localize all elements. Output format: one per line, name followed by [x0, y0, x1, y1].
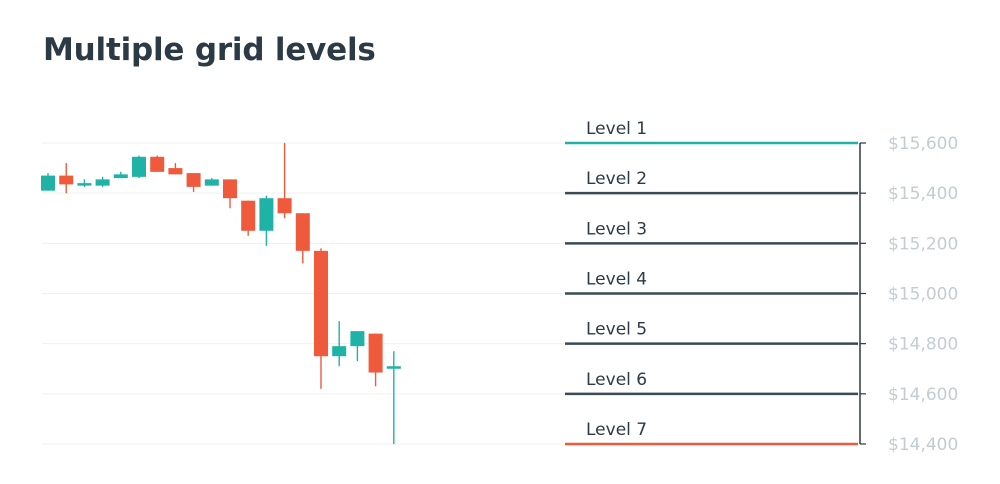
candle	[132, 155, 146, 179]
candle	[241, 200, 256, 236]
candle-body	[186, 173, 201, 187]
candlestick-series	[41, 143, 401, 444]
candle-body	[132, 156, 146, 177]
candle	[204, 178, 219, 186]
level-label: Level 6	[586, 370, 647, 390]
candle	[168, 163, 183, 175]
candle	[113, 171, 128, 179]
level-label: Level 2	[586, 169, 647, 189]
y-tick-label: $15,400	[888, 184, 958, 204]
level-label: Level 1	[586, 119, 647, 139]
candle-body	[41, 175, 55, 191]
y-tick-label: $15,600	[888, 134, 958, 154]
chart-title: Multiple grid levels	[43, 32, 376, 68]
candle	[41, 173, 55, 191]
candle-body	[350, 331, 365, 347]
candle-body	[314, 250, 328, 357]
candle-body	[223, 179, 237, 199]
candle-body	[259, 198, 274, 231]
candle	[332, 321, 347, 367]
candle	[59, 163, 74, 194]
candle-body	[241, 200, 256, 231]
candle	[350, 331, 365, 362]
candle-body	[277, 198, 292, 214]
candle	[186, 173, 201, 192]
y-axis: $15,600 $15,400 $15,200 $15,000 $14,800 $14,6…	[859, 134, 958, 455]
y-tick-label: $14,800	[888, 335, 958, 355]
candle	[277, 143, 292, 219]
y-tick-label: $15,000	[888, 285, 958, 305]
candle	[259, 195, 274, 246]
candle-body	[95, 179, 110, 186]
level-label: Level 4	[586, 270, 647, 290]
candle-body	[150, 156, 165, 172]
candle	[150, 155, 165, 172]
candle-body	[368, 333, 383, 373]
candle	[223, 179, 237, 209]
candle-body	[168, 168, 183, 175]
level-label: Level 7	[586, 420, 647, 440]
candle	[368, 333, 383, 387]
level-label: Level 3	[586, 219, 647, 239]
candle	[314, 248, 328, 389]
y-tick-label: $15,200	[888, 234, 958, 254]
candle-body	[332, 346, 347, 357]
y-tick-label: $14,600	[888, 385, 958, 405]
candle	[386, 351, 401, 444]
y-tick-label: $14,400	[888, 435, 958, 455]
grid-levels: Level 1 Level 2 Level 3 Level 4 Level 5 Level…	[565, 119, 858, 446]
candle-body	[204, 179, 219, 186]
candle	[95, 176, 110, 187]
candle-body	[59, 175, 74, 185]
candle-body	[113, 174, 128, 179]
candle-body	[77, 183, 92, 186]
candle	[295, 213, 310, 264]
candle	[77, 179, 92, 187]
candle-body	[386, 366, 401, 369]
level-label: Level 5	[586, 320, 647, 340]
candle-body	[295, 213, 310, 251]
